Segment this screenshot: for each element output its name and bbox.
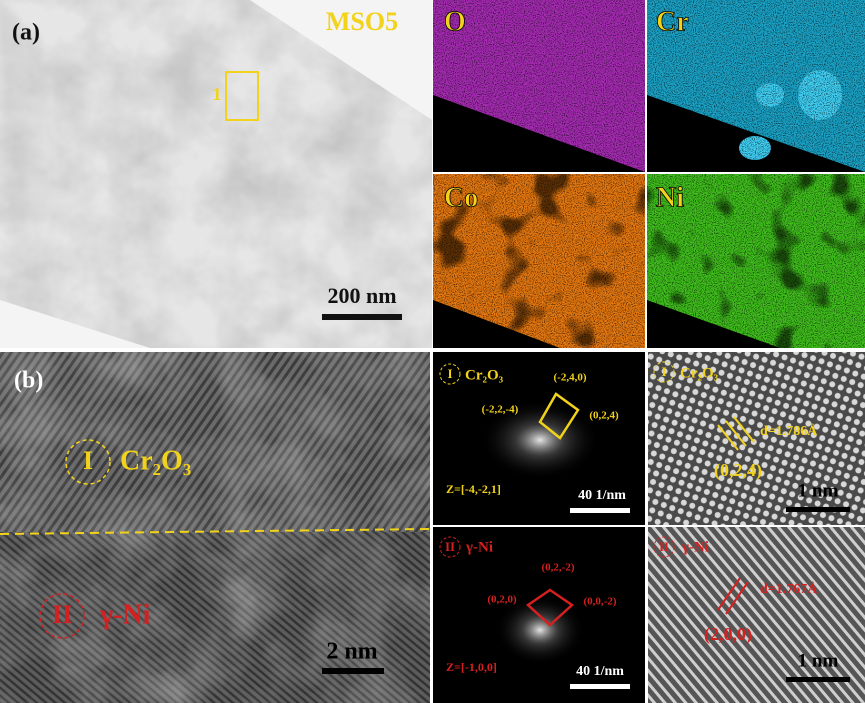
scale-bar bbox=[322, 314, 402, 320]
region-numeral: II bbox=[659, 539, 669, 554]
region-label: 1 bbox=[213, 84, 222, 104]
region-numeral: I bbox=[661, 364, 666, 379]
eds-noise bbox=[647, 174, 865, 348]
hrtem-1: I Cr₂O₃ d=1.786Å (0,2,4) 1 nm bbox=[648, 352, 865, 525]
plane-label: (0,2,4) bbox=[714, 460, 762, 481]
scale-bar-label: 1 nm bbox=[798, 480, 839, 501]
spot-label: (0,2,0) bbox=[487, 594, 517, 606]
fringe-marker bbox=[725, 420, 747, 447]
hrtem-image bbox=[648, 527, 865, 703]
element-label: Co bbox=[444, 182, 478, 213]
phase-label: Cr₂O₃ bbox=[120, 445, 191, 476]
numeral-circle bbox=[439, 536, 461, 558]
region-numeral: I bbox=[83, 446, 93, 475]
spot-label: (-2,4,0) bbox=[554, 372, 587, 384]
d-spacing: d=1.767Å bbox=[760, 581, 818, 597]
scale-bar bbox=[322, 668, 384, 674]
panel-label: (b) bbox=[14, 368, 43, 394]
hrtem-2: II γ-Ni d=1.767Å (2,0,0) 1 nm bbox=[648, 527, 865, 703]
sample-label: MSO5 bbox=[326, 7, 398, 36]
background-corner bbox=[0, 300, 150, 348]
numeral-circle bbox=[653, 536, 675, 558]
d-spacing: d=1.786Å bbox=[760, 423, 818, 439]
eds-noise bbox=[433, 174, 645, 348]
element-label: Ni bbox=[656, 182, 684, 213]
spot-label: (0,2,4) bbox=[589, 410, 619, 422]
plane-label: (2,0,0) bbox=[704, 624, 752, 645]
numeral-circle bbox=[39, 593, 85, 639]
numeral-circle bbox=[653, 361, 675, 383]
spot-label: (0,2,-2) bbox=[542, 562, 575, 574]
region-numeral: II bbox=[52, 600, 72, 629]
eds-noise bbox=[433, 0, 645, 172]
panel-label: (a) bbox=[12, 20, 40, 46]
eds-noise bbox=[647, 0, 865, 172]
phase-label: γ-Ni bbox=[99, 599, 151, 630]
phase-label: γ-Ni bbox=[465, 539, 493, 555]
scale-bar-label: 40 1/nm bbox=[576, 664, 624, 679]
phase-label: γ-Ni bbox=[681, 539, 709, 555]
numeral-circle bbox=[65, 439, 111, 485]
fft-2: II γ-Ni (0,2,-2) (0,2,0) (0,0,-2) Z=[-1,… bbox=[433, 527, 645, 703]
phase-label: Cr₂O₃ bbox=[465, 367, 504, 383]
scale-bar-label: 1 nm bbox=[798, 650, 839, 671]
fft-center bbox=[480, 400, 600, 480]
scale-bar-label: 200 nm bbox=[327, 283, 396, 308]
fft-cell bbox=[525, 588, 575, 627]
fringe-marker bbox=[717, 424, 739, 451]
numeral-circle bbox=[439, 363, 461, 385]
fringe-marker bbox=[717, 577, 741, 611]
scale-bar-label: 2 nm bbox=[326, 639, 377, 665]
phase-label: Cr₂O₃ bbox=[680, 365, 719, 381]
region-numeral: II bbox=[445, 539, 455, 554]
element-label: O bbox=[444, 6, 466, 37]
zone-axis: Z=[-1,0,0] bbox=[446, 660, 497, 674]
spot-label: (0,0,-2) bbox=[584, 596, 617, 608]
region-numeral: I bbox=[447, 366, 452, 381]
scale-bar bbox=[570, 508, 630, 513]
fringe-marker bbox=[725, 581, 749, 615]
hrtem-image bbox=[648, 352, 865, 525]
scale-bar-label: 40 1/nm bbox=[578, 488, 626, 503]
fft-cell bbox=[538, 392, 580, 440]
fft-1: I Cr₂O₃ (-2,4,0) (-2,2,-4) (0,2,4) Z=[-4… bbox=[433, 352, 645, 525]
panel-b: (b) I Cr₂O₃ II γ-Ni 2 nm bbox=[0, 352, 431, 703]
spot-label: (-2,2,-4) bbox=[482, 404, 519, 416]
hrtem-texture bbox=[0, 352, 430, 703]
region-box bbox=[225, 71, 259, 121]
scale-bar bbox=[786, 507, 850, 512]
element-label: Cr bbox=[656, 6, 689, 37]
interface-line bbox=[0, 528, 431, 535]
zone-axis: Z=[-4,-2,1] bbox=[446, 482, 501, 496]
scale-bar bbox=[786, 677, 850, 682]
fringe-marker bbox=[733, 416, 755, 443]
panel-a: 1 (a) MSO5 200 nm bbox=[0, 0, 432, 348]
eds-maps: O Cr Co Ni bbox=[433, 0, 865, 348]
background-corner bbox=[250, 0, 432, 120]
scale-bar bbox=[570, 684, 630, 689]
